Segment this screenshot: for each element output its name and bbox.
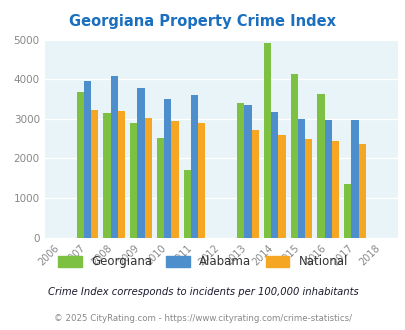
Bar xyxy=(317,94,324,238)
Bar xyxy=(171,121,178,238)
Bar xyxy=(351,120,358,238)
Bar xyxy=(331,141,338,238)
Bar xyxy=(84,81,91,238)
Text: Georgiana Property Crime Index: Georgiana Property Crime Index xyxy=(69,14,336,29)
Bar xyxy=(103,113,110,238)
Bar xyxy=(190,95,198,238)
Bar xyxy=(164,99,171,238)
Bar xyxy=(137,88,144,238)
Bar xyxy=(156,138,164,238)
Bar xyxy=(237,103,244,238)
Bar xyxy=(198,123,205,238)
Bar xyxy=(271,113,278,238)
Text: Crime Index corresponds to incidents per 100,000 inhabitants: Crime Index corresponds to incidents per… xyxy=(47,287,358,297)
Bar xyxy=(343,184,351,238)
Bar xyxy=(144,118,151,238)
Bar xyxy=(324,120,331,238)
Text: © 2025 CityRating.com - https://www.cityrating.com/crime-statistics/: © 2025 CityRating.com - https://www.city… xyxy=(54,314,351,323)
Bar xyxy=(358,144,365,238)
Bar xyxy=(305,139,311,238)
Bar xyxy=(278,135,285,238)
Bar xyxy=(117,111,125,238)
Bar xyxy=(244,105,251,238)
Bar xyxy=(297,119,305,238)
Legend: Georgiana, Alabama, National: Georgiana, Alabama, National xyxy=(54,252,351,272)
Bar xyxy=(290,74,297,238)
Bar xyxy=(91,110,98,238)
Bar xyxy=(263,43,271,238)
Bar xyxy=(183,170,190,238)
Bar xyxy=(110,77,117,238)
Bar xyxy=(130,123,137,238)
Bar xyxy=(77,92,84,238)
Bar xyxy=(251,130,258,238)
